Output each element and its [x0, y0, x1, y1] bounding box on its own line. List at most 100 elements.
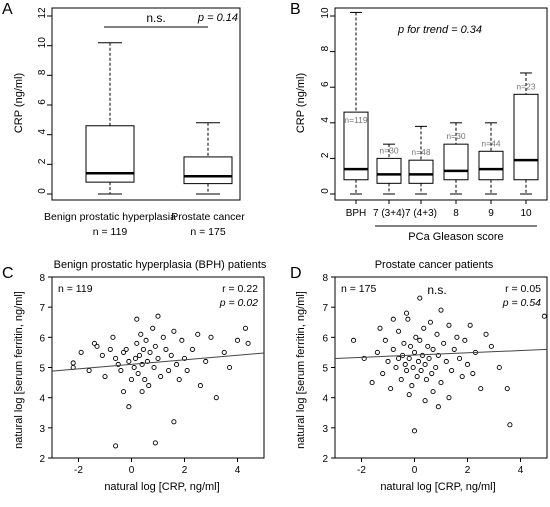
panel-d-point: [398, 377, 404, 383]
panel-d-points: [350, 295, 547, 434]
panel-b-y-ticks: 0 2 4 6 8 10: [320, 7, 335, 195]
panel-d-point: [435, 404, 441, 410]
panel-a-boxplot: A CRP (ng/ml) n.s. p = 0.14 0 2 4 6 8 10 12 Be…: [2, 1, 245, 238]
panel-b-y-tick-label: 0: [320, 188, 331, 194]
panel-d-regression-line: [334, 348, 548, 359]
panel-a-y-tick-label: 6: [37, 99, 48, 105]
panel-c-y-tick-label: 8: [39, 273, 45, 284]
panel-d-point: [429, 370, 435, 377]
panel-b-box: [408, 159, 434, 184]
panel-d-point: [421, 325, 427, 331]
panel-c-letter: C: [2, 265, 14, 282]
panel-a-category-2: Prostate cancer: [171, 211, 245, 223]
panel-c-regression-line: [51, 352, 265, 372]
panel-d-point: [446, 322, 452, 328]
panel-d-point: [417, 295, 423, 301]
panel-d-point: [423, 377, 429, 383]
panel-d-scatter: D Prostate cancer patients natural log […: [290, 259, 548, 493]
panel-c-y-tick-label: 3: [39, 424, 45, 435]
panel-a-y-tick-label: 10: [37, 37, 48, 49]
panel-b-box: [376, 157, 402, 184]
panel-b-category-label: 8: [453, 208, 459, 219]
panel-d-point: [409, 383, 415, 389]
panel-c-point: [197, 383, 203, 389]
panel-c-point: [91, 340, 97, 346]
panel-a-ns-label: n.s.: [146, 11, 165, 25]
panel-d-point: [430, 346, 436, 352]
panel-d-point: [426, 355, 432, 362]
panel-c-ticks: -2 0 2 4 2 3 4 5 6 7 8: [39, 273, 240, 476]
panel-d-point: [382, 337, 388, 343]
panel-d-point: [406, 355, 412, 362]
panel-d-point: [402, 361, 408, 368]
panel-d-point: [405, 316, 411, 322]
panel-b-category-label: 9: [488, 208, 494, 219]
panel-c-point: [144, 358, 150, 365]
panel-c-y-tick-label: 2: [39, 454, 45, 465]
panel-a-n-2: n = 175: [190, 226, 225, 238]
panel-d-y-tick-label: 8: [322, 273, 328, 284]
panel-d-point: [496, 364, 502, 371]
panel-c-point: [171, 419, 177, 425]
panel-c-point: [123, 346, 129, 352]
panel-c-point: [121, 349, 127, 355]
panel-d-point: [425, 343, 431, 349]
panel-d-point: [541, 313, 547, 319]
panel-a-p-value: p = 0.14: [197, 12, 238, 24]
panel-b-boxplot: B CRP (ng/ml) p for trend = 0.34 0 2 4 6 8 10…: [290, 1, 548, 243]
panel-b-n-label: n=44: [481, 138, 500, 148]
panel-c-point: [94, 343, 100, 349]
panel-d-point: [441, 340, 447, 346]
panel-d-point: [390, 316, 396, 322]
panel-c-point: [139, 389, 145, 395]
panel-c-point: [242, 325, 248, 331]
panel-c-point: [184, 367, 190, 374]
panel-b-box: [513, 93, 539, 181]
panel-c-point: [142, 377, 148, 383]
panel-b-y-tick-label: 8: [320, 45, 331, 51]
panel-d-point: [401, 340, 407, 346]
panel-a-y-tick-label: 2: [37, 158, 48, 164]
panel-c-point: [234, 337, 241, 343]
panel-b-box: [443, 143, 469, 181]
panel-d-x-tick-label: 4: [518, 465, 524, 476]
panel-a-y-tick-label: 12: [37, 7, 48, 19]
panel-d-point: [456, 355, 463, 362]
panel-d-x-tick-label: -2: [357, 465, 366, 476]
panel-c-y-axis-label: natural log [serum ferritin, ng/ml]: [13, 291, 25, 449]
panel-d-point: [422, 398, 428, 404]
panel-d-y-tick-label: 3: [322, 424, 328, 435]
panel-d-y-tick-label: 2: [322, 454, 328, 465]
panel-c-x-axis-label: natural log [CRP, ng/ml]: [104, 481, 219, 493]
panel-d-point: [470, 370, 476, 377]
panel-b-group-label: PCa Gleason score: [408, 231, 503, 243]
panel-c-point: [118, 367, 124, 374]
panel-d-point: [377, 325, 383, 331]
panel-d-point: [410, 364, 416, 371]
panel-c-point: [152, 343, 158, 349]
panel-d-point: [504, 386, 510, 392]
panel-d-point: [449, 367, 455, 374]
panel-a-y-tick-label: 0: [37, 188, 48, 194]
panel-a-y-tick-label: 8: [37, 69, 48, 75]
panel-d-point: [454, 334, 460, 340]
panel-d-point: [413, 334, 419, 340]
panel-c-point: [176, 377, 182, 383]
panel-c-point: [140, 346, 146, 352]
panel-c-point: [107, 346, 113, 352]
panel-d-point: [393, 364, 399, 371]
panel-c-x-tick-label: 4: [235, 465, 241, 476]
panel-c-point: [135, 370, 141, 377]
panel-c-point: [138, 331, 144, 337]
panel-c-point: [139, 361, 145, 368]
panel-c-point: [208, 334, 214, 340]
panel-d-point: [427, 319, 433, 325]
panel-d-r-label: r = 0.05: [505, 283, 541, 295]
panel-d-y-tick-label: 5: [322, 364, 328, 375]
panel-d-point: [415, 358, 422, 365]
panel-d-point: [483, 331, 489, 337]
panel-b-n-label: n=30: [446, 131, 465, 141]
panel-c-point: [221, 349, 227, 355]
panel-d-point: [403, 367, 410, 374]
panel-d-y-tick-label: 7: [322, 303, 328, 314]
